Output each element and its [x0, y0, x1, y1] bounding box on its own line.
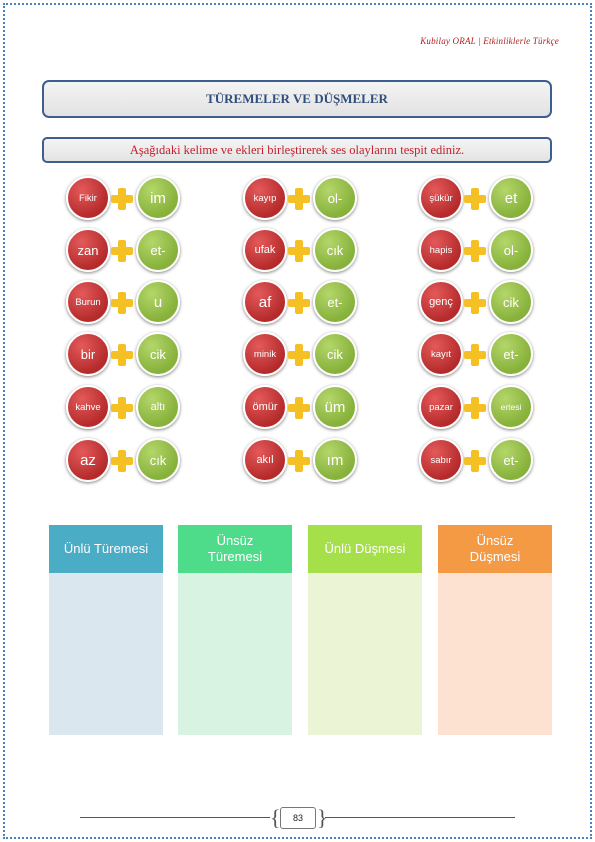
word-suffix-pair: hapis ol-: [419, 227, 535, 272]
suffix-circle: et: [489, 176, 533, 220]
footer-line-right: [325, 817, 515, 818]
word-circle: kahve: [66, 385, 110, 429]
category-header: Ünsüz Düşmesi: [438, 525, 552, 573]
suffix-circle: ertesi: [489, 385, 533, 429]
footer-line-left: [80, 817, 270, 818]
word-circle: genç: [419, 280, 463, 324]
suffix-circle: et-: [489, 332, 533, 376]
footer-bracket-left: {: [270, 805, 281, 830]
category-header: Ünlü Düşmesi: [308, 525, 422, 573]
word-suffix-pair: pazar ertesi: [419, 384, 535, 429]
word-suffix-pair: kayıt et-: [419, 331, 535, 376]
word-circle: az: [66, 438, 110, 482]
suffix-circle: im: [136, 176, 180, 220]
word-suffix-pair: genç cik: [419, 279, 535, 324]
word-suffix-pair: az cık: [66, 437, 182, 482]
word-circle: zan: [66, 228, 110, 272]
word-circle: şükür: [419, 176, 463, 220]
word-suffix-pair: akıl ım: [243, 437, 359, 482]
plus-icon: [111, 188, 133, 210]
word-circle: akıl: [243, 438, 287, 482]
word-suffix-pair: af et-: [243, 279, 359, 324]
plus-icon: [111, 344, 133, 366]
plus-icon: [111, 292, 133, 314]
word-suffix-pair: minik cik: [243, 331, 359, 376]
author-header: Kubilay ORAL | Etkinliklerle Türkçe: [420, 36, 559, 46]
word-circle: kayıp: [243, 176, 287, 220]
word-suffix-pair: ufak cık: [243, 227, 359, 272]
suffix-circle: ım: [313, 438, 357, 482]
page-border: [3, 3, 592, 839]
word-suffix-pair: ömür üm: [243, 384, 359, 429]
plus-icon: [288, 188, 310, 210]
plus-icon: [111, 397, 133, 419]
suffix-circle: et-: [489, 438, 533, 482]
category-answer-area[interactable]: [438, 573, 552, 735]
word-circle: ömür: [243, 385, 287, 429]
word-circle: minik: [243, 332, 287, 376]
page-number: 83: [280, 807, 316, 829]
word-circle: ufak: [243, 228, 287, 272]
suffix-circle: cık: [136, 438, 180, 482]
suffix-circle: cik: [489, 280, 533, 324]
word-circle: hapis: [419, 228, 463, 272]
plus-icon: [464, 450, 486, 472]
category-header: Ünsüz Türemesi: [178, 525, 292, 573]
suffix-circle: cık: [313, 228, 357, 272]
category-answer-area[interactable]: [178, 573, 292, 735]
footer-bracket-right: }: [317, 805, 328, 830]
word-circle: bir: [66, 332, 110, 376]
suffix-circle: altı: [136, 385, 180, 429]
suffix-circle: u: [136, 280, 180, 324]
word-suffix-pair: bir cik: [66, 331, 182, 376]
word-circle: pazar: [419, 385, 463, 429]
word-suffix-pair: zan et-: [66, 227, 182, 272]
category-header: Ünlü Türemesi: [49, 525, 163, 573]
category-answer-area[interactable]: [308, 573, 422, 735]
suffix-circle: üm: [313, 385, 357, 429]
plus-icon: [111, 240, 133, 262]
plus-icon: [464, 292, 486, 314]
plus-icon: [288, 450, 310, 472]
suffix-circle: et-: [136, 228, 180, 272]
instruction-text: Aşağıdaki kelime ve ekleri birleştirerek…: [42, 137, 552, 163]
word-suffix-pair: sabır et-: [419, 437, 535, 482]
plus-icon: [288, 397, 310, 419]
worksheet-title: TÜREMELER VE DÜŞMELER: [42, 80, 552, 118]
suffix-circle: cik: [313, 332, 357, 376]
plus-icon: [111, 450, 133, 472]
word-suffix-pair: kayıp ol-: [243, 175, 359, 220]
plus-icon: [464, 344, 486, 366]
word-suffix-pair: Burun u: [66, 279, 182, 324]
suffix-circle: cik: [136, 332, 180, 376]
suffix-circle: ol-: [489, 228, 533, 272]
suffix-circle: ol-: [313, 176, 357, 220]
category-answer-area[interactable]: [49, 573, 163, 735]
word-circle: Fikir: [66, 176, 110, 220]
word-suffix-pair: şükür et: [419, 175, 535, 220]
suffix-circle: et-: [313, 280, 357, 324]
plus-icon: [464, 188, 486, 210]
plus-icon: [288, 344, 310, 366]
plus-icon: [464, 240, 486, 262]
plus-icon: [288, 292, 310, 314]
word-suffix-pair: Fikir im: [66, 175, 182, 220]
word-circle: af: [243, 280, 287, 324]
word-circle: sabır: [419, 438, 463, 482]
plus-icon: [288, 240, 310, 262]
word-circle: kayıt: [419, 332, 463, 376]
word-suffix-pair: kahve altı: [66, 384, 182, 429]
plus-icon: [464, 397, 486, 419]
word-circle: Burun: [66, 280, 110, 324]
